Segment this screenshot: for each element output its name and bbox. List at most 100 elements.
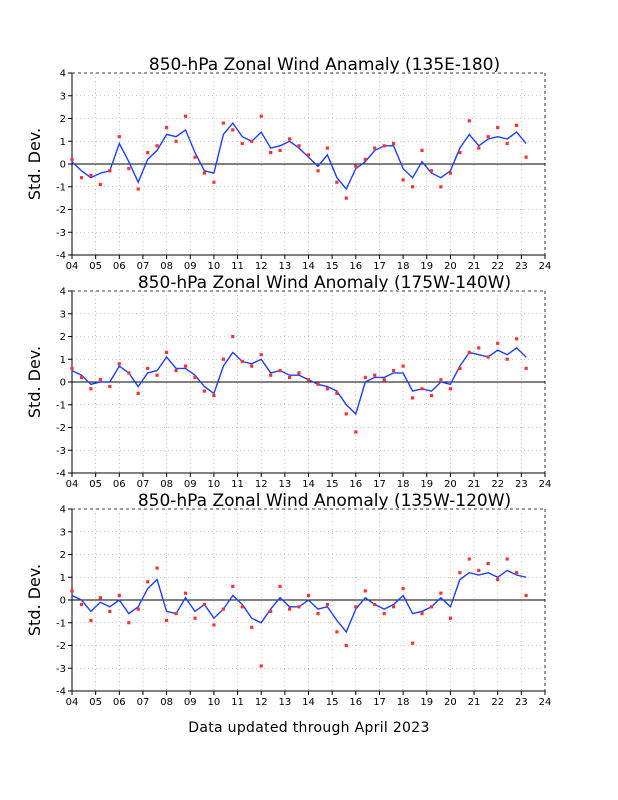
chart-3-data-point [127, 621, 131, 625]
chart-2-x-tick-label: 24 [539, 479, 552, 490]
chart-3-y-tick-label: 3 [60, 527, 66, 538]
chart-2-x-tick-label: 17 [373, 479, 386, 490]
chart-2-y-tick-label: 3 [60, 309, 66, 320]
chart-3-x-tick-label: 15 [326, 697, 339, 708]
chart-2-data-point [108, 384, 112, 389]
chart-1-data-point [202, 171, 206, 175]
chart-3-x-tick-label: 08 [160, 697, 173, 708]
chart-3-data-point [98, 596, 102, 600]
chart-2-x-tick-label: 05 [89, 479, 102, 490]
chart-2-x-tick-label: 12 [255, 479, 268, 490]
chart-3-data-point [458, 571, 462, 575]
chart-2-data-point [174, 369, 178, 373]
chart-1-data-point [505, 141, 509, 146]
chart-2-data-point [401, 364, 405, 368]
chart-3-x-tick-label: 23 [515, 697, 528, 708]
chart-3-data-point [373, 602, 377, 607]
chart-2-data-point [363, 375, 367, 379]
chart-3-x-tick-label: 12 [255, 697, 268, 708]
chart-3-data-point [212, 623, 216, 627]
chart-2-y-tick-label: -3 [56, 446, 66, 457]
chart-1-x-tick-label: 15 [326, 261, 339, 272]
chart-1-x-tick-label: 05 [89, 261, 102, 272]
chart-1-data-point [193, 155, 197, 159]
chart-3-data-point [288, 607, 292, 611]
chart-1-data-point [231, 128, 235, 132]
chart-1-data-point [316, 169, 320, 173]
chart-1-data-point [392, 141, 396, 146]
chart-1-y-tick-label: 1 [60, 137, 66, 148]
chart-3-x-tick-label: 10 [208, 697, 221, 708]
chart-3-data-point [467, 557, 471, 561]
chart-3-data-point [221, 607, 225, 611]
chart-3-x-tick-label: 16 [349, 697, 362, 708]
chart-2-data-point [392, 369, 396, 373]
chart-1-data-point [269, 151, 273, 155]
chart-2-data-point [486, 355, 490, 359]
chart-3-data-point [439, 591, 443, 595]
chart-2-data-point [136, 391, 140, 395]
chart-3-y-tick-label: -3 [56, 664, 66, 675]
chart-1-x-tick-label: 23 [515, 261, 528, 272]
chart-3-data-point [306, 593, 311, 598]
chart-2-data-point [202, 389, 206, 393]
chart-2-data-point [231, 334, 235, 339]
chart-3-data-point [79, 602, 84, 607]
chart-3-x-tick-label: 18 [397, 697, 410, 708]
chart-3-y-tick-label: 4 [60, 505, 66, 516]
chart-2-x-tick-label: 20 [444, 479, 457, 490]
chart-3-data-point [524, 593, 528, 598]
chart-1-y-tick-label: -4 [56, 251, 66, 262]
chart-1-x-tick-label: 16 [349, 261, 362, 272]
panels: 04 05 06 07 08 09 10 11 12 13 14 15 16 17 18 19 20 21 22 23… [25, 55, 551, 708]
chart-1-data-point [411, 185, 415, 189]
chart-3-data-point [136, 607, 140, 611]
chart-3-data-point [316, 612, 320, 616]
chart-3-data-point [354, 605, 358, 609]
chart-1-data-point [401, 178, 405, 182]
chart-1-data-point [250, 139, 254, 143]
chart-1-data-point [363, 157, 367, 161]
chart-3-data-point [165, 618, 169, 623]
chart-2-data-point [155, 373, 159, 377]
chart-2-data-point [240, 359, 244, 364]
chart-2-data-point [98, 378, 102, 382]
chart-2-smoothed-line [71, 346, 527, 416]
chart-1-x-tick-label: 04 [66, 261, 79, 272]
chart-1-data-point [108, 169, 112, 173]
chart-1-data-point [496, 126, 500, 130]
chart-2-x-tick-label: 21 [468, 479, 481, 490]
chart-3-y-tick-label: 1 [60, 573, 66, 584]
chart-1-data-point [288, 137, 292, 141]
chart-2-x-tick-label: 16 [349, 479, 362, 490]
chart-1-data-point [146, 151, 150, 155]
chart-2-x-tick-label: 22 [491, 479, 504, 490]
chart-2-data-point [382, 378, 386, 382]
chart-1-data-point [240, 141, 244, 146]
chart-2-data-point [165, 350, 169, 354]
chart-2-x-tick-label: 18 [397, 479, 410, 490]
chart-2-data-point [448, 387, 452, 391]
chart-1-x-tick-label: 20 [444, 261, 457, 272]
chart-2-data-point [373, 373, 377, 377]
chart-1-x-tick-label: 17 [373, 261, 386, 272]
chart-2-data-point [354, 430, 358, 434]
chart-2-data-point [515, 337, 519, 341]
chart-1-y-tick-label: -1 [56, 182, 66, 193]
chart-2-data-point [269, 373, 273, 377]
chart-3-data-point [477, 568, 481, 572]
chart-3-ylabel: Std. Dev. [25, 564, 44, 636]
chart-3-data-point [278, 584, 282, 588]
chart-1-x-tick-label: 19 [420, 261, 433, 272]
chart-1-x-tick-label: 07 [137, 261, 150, 272]
chart-3-y-tick-label: 0 [60, 596, 66, 607]
chart-2-x-tick-label: 14 [302, 479, 315, 490]
chart-2-y-tick-label: 2 [60, 332, 66, 343]
chart-3-y-tick-label: -4 [56, 687, 66, 698]
chart-1-data-point [212, 180, 216, 184]
chart-3-y-tick-label: 2 [60, 550, 66, 561]
chart-1-x-tick-label: 13 [278, 261, 291, 272]
chart-2-data-point [524, 366, 528, 370]
chart-2-y-tick-label: 4 [60, 287, 66, 298]
chart-3-x-tick-label: 11 [231, 697, 244, 708]
